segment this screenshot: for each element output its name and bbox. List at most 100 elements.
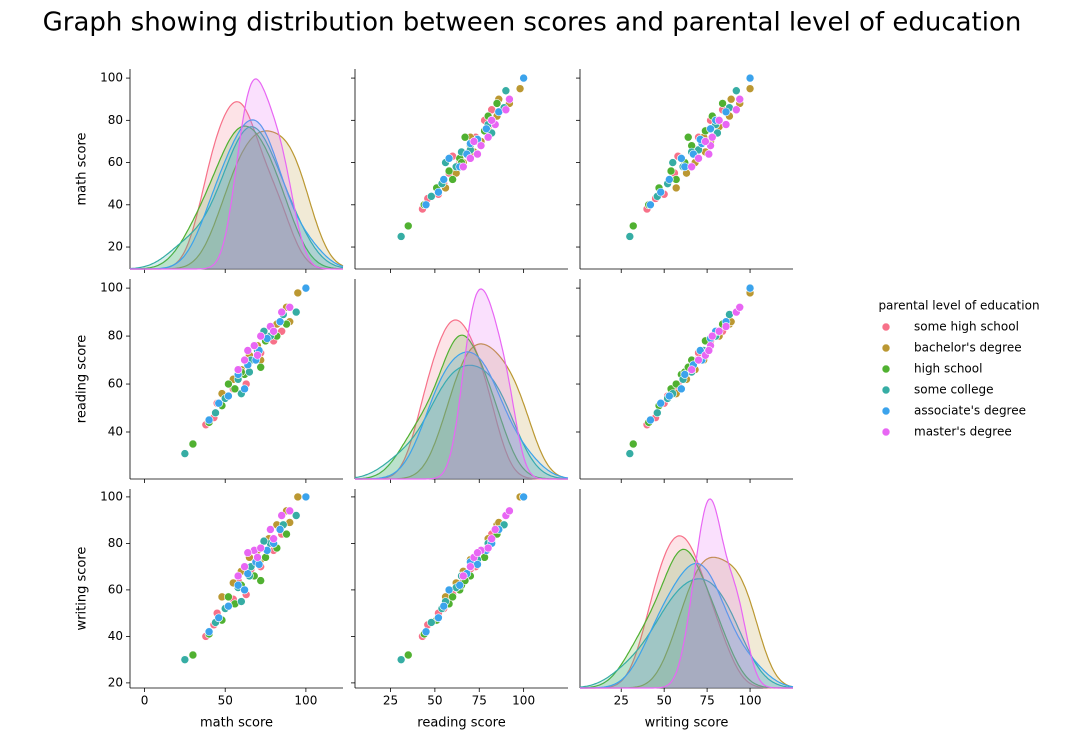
scatter-point	[188, 650, 198, 660]
x-axis-label: math score	[200, 716, 273, 731]
scatter-point	[704, 346, 714, 355]
kde-line	[580, 498, 793, 689]
legend-label: some high school	[914, 320, 1019, 334]
x-tick-label: 25	[383, 694, 398, 708]
scatter-point	[505, 506, 514, 516]
x-tick-label: 50	[427, 694, 442, 708]
scatter-point	[291, 511, 301, 520]
scatter-point	[188, 439, 198, 449]
scatter-point	[501, 105, 511, 115]
scatter-point	[396, 655, 406, 664]
y-tick-label: 60	[108, 155, 123, 169]
scatter-point	[469, 137, 479, 146]
scatter-point	[230, 384, 240, 394]
scatter-point	[487, 116, 496, 125]
legend-label: master's degree	[914, 425, 1012, 439]
scatter-point	[204, 415, 214, 425]
kde-area	[580, 535, 793, 688]
y-tick-label: 100	[100, 489, 123, 503]
kde-area	[580, 549, 793, 688]
scatter-point	[483, 543, 493, 553]
panel	[576, 279, 793, 483]
kde-area	[355, 320, 568, 479]
scatter-point	[269, 326, 278, 336]
kde-area	[130, 126, 343, 269]
legend-marker	[881, 385, 891, 395]
scatter-point	[439, 601, 449, 611]
y-tick-label: 20	[108, 675, 123, 689]
scatter-point	[646, 415, 655, 425]
y-tick-label: 80	[108, 113, 123, 127]
scatter-point	[656, 187, 666, 197]
panel: 20 40 60 80 100	[100, 69, 344, 273]
legend-marker	[881, 343, 891, 353]
x-tick-label: 100	[294, 694, 317, 708]
scatter-point	[458, 162, 468, 172]
scatter-point	[243, 548, 253, 557]
scatter-point	[180, 449, 190, 458]
scatter-point	[721, 322, 731, 331]
scatter-point	[515, 84, 525, 93]
kde-line	[580, 562, 794, 689]
scatter-point	[668, 158, 678, 167]
y-axis-label: reading score	[75, 335, 90, 423]
scatter-point	[421, 627, 431, 637]
x-tick-label: 25	[614, 694, 629, 708]
scatter-point	[180, 655, 190, 664]
scatter-point	[656, 398, 666, 408]
scatter-point	[261, 553, 270, 562]
kde-area	[580, 499, 793, 688]
scatter-point	[707, 132, 717, 142]
panel	[351, 69, 568, 273]
scatter-point	[254, 560, 264, 569]
scatter-point	[466, 154, 475, 163]
y-tick-label: 100	[100, 281, 123, 295]
kde-area	[130, 101, 343, 269]
scatter-point	[718, 99, 727, 108]
scatter-point	[444, 585, 454, 595]
legend-label: some college	[914, 383, 993, 397]
scatter-point	[732, 86, 741, 96]
x-tick-label: 100	[739, 694, 762, 708]
legend-marker	[881, 406, 891, 416]
scatter-point	[745, 73, 755, 83]
kde-line	[354, 364, 569, 480]
scatter-point	[476, 141, 486, 150]
scatter-point	[256, 543, 266, 553]
scatter-point	[204, 627, 214, 637]
scatter-point	[285, 506, 295, 516]
scatter-point	[403, 221, 413, 231]
scatter-point	[625, 232, 635, 241]
scatter-point	[721, 107, 731, 117]
panel: 40 60 80 100	[100, 279, 343, 483]
scatter-point	[501, 86, 511, 96]
scatter-point	[240, 585, 249, 595]
panel	[576, 69, 793, 273]
scatter-point	[482, 124, 491, 134]
x-axis-label: reading score	[417, 716, 505, 731]
scatter-point	[735, 302, 745, 312]
legend-marker	[881, 322, 891, 332]
kde-line	[580, 535, 793, 689]
scatter-point	[211, 408, 220, 418]
scatter-point	[707, 331, 717, 341]
panel: 0 50 100 20 40 60 80 100	[100, 489, 343, 708]
x-tick-label: 75	[472, 694, 487, 708]
kde-line	[130, 119, 344, 270]
y-tick-label: 20	[108, 240, 123, 254]
scatter-point	[460, 132, 470, 142]
scatter-point	[666, 166, 676, 176]
kde-area	[130, 119, 343, 270]
scatter-point	[665, 175, 674, 184]
scatter-point	[721, 120, 731, 129]
scatter-point	[714, 116, 724, 125]
kde-line	[579, 548, 793, 689]
scatter-point	[519, 73, 528, 83]
kde-area	[355, 289, 568, 479]
scatter-point	[494, 107, 504, 117]
scatter-point	[683, 132, 693, 142]
y-axis-label: math score	[75, 132, 90, 205]
legend-label: bachelor's degree	[914, 341, 1022, 355]
scatter-point	[293, 492, 303, 502]
scatter-point	[694, 154, 703, 163]
